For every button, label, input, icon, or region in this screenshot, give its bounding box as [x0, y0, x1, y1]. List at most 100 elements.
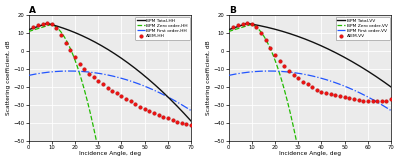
AIEM-HH: [178, 122, 185, 124]
AIEM-HH: [155, 114, 162, 116]
BPM Total-HH: [114, 54, 119, 56]
AIEM-HH: [86, 72, 92, 75]
Text: B: B: [229, 6, 236, 15]
BPM Zero order-VV: [294, 140, 299, 142]
BPM First order-VV: [385, 107, 390, 109]
AIEM-VV: [258, 32, 264, 35]
AIEM-HH: [174, 121, 180, 123]
BPM Total-HH: [160, 90, 164, 92]
AIEM-VV: [276, 60, 283, 62]
BPM First order-VV: [389, 110, 394, 112]
BPM First order-HH: [105, 74, 110, 76]
AIEM-HH: [44, 22, 50, 25]
AIEM-HH: [151, 112, 157, 114]
AIEM-HH: [58, 34, 64, 36]
AIEM-HH: [128, 100, 134, 103]
BPM Zero order-HH: [88, 110, 92, 112]
BPM First order-HH: [189, 110, 194, 112]
BPM Total-HH: [123, 60, 128, 62]
AIEM-VV: [328, 93, 334, 96]
BPM Zero order-HH: [49, 23, 54, 25]
AIEM-HH: [146, 110, 152, 113]
BPM Zero order-VV: [226, 30, 231, 32]
BPM Zero order-HH: [60, 34, 65, 35]
AIEM-HH: [35, 23, 41, 26]
AIEM-VV: [286, 70, 292, 72]
X-axis label: Incidence Angle, deg: Incidence Angle, deg: [79, 151, 141, 156]
AIEM-HH: [183, 123, 190, 125]
BPM Zero order-VV: [260, 34, 265, 35]
AIEM-HH: [39, 23, 46, 25]
AIEM-HH: [81, 68, 88, 70]
AIEM-HH: [165, 117, 171, 120]
BPM Total-HH: [104, 47, 108, 49]
AIEM-HH: [72, 56, 78, 59]
BPM First order-HH: [123, 79, 128, 81]
BPM First order-HH: [67, 70, 72, 72]
BPM Total-HH: [45, 22, 50, 24]
BPM Zero order-VV: [227, 30, 232, 32]
AIEM-HH: [95, 80, 102, 82]
AIEM-HH: [169, 119, 176, 122]
AIEM-VV: [230, 26, 236, 28]
AIEM-VV: [309, 86, 315, 88]
BPM First order-HH: [160, 93, 164, 95]
Legend: BPM Total-VV, BPM Zero order-VV, BPM First order-VV, AIEM-VV: BPM Total-VV, BPM Zero order-VV, BPM Fir…: [336, 17, 390, 40]
BPM Total-VV: [360, 67, 364, 69]
AIEM-VV: [323, 92, 329, 95]
AIEM-VV: [388, 97, 394, 100]
Line: BPM Total-HH: BPM Total-HH: [29, 23, 191, 121]
AIEM-VV: [300, 80, 306, 83]
AIEM-VV: [360, 99, 366, 102]
BPM Total-HH: [189, 120, 194, 122]
BPM Total-VV: [305, 39, 310, 41]
AIEM-HH: [62, 42, 69, 44]
AIEM-HH: [160, 115, 166, 118]
AIEM-VV: [290, 73, 297, 76]
BPM Total-VV: [314, 43, 319, 45]
BPM Zero order-VV: [249, 23, 254, 25]
AIEM-VV: [383, 99, 390, 102]
AIEM-VV: [249, 23, 255, 25]
AIEM-HH: [90, 76, 97, 79]
BPM Total-VV: [304, 39, 308, 40]
AIEM-HH: [67, 49, 74, 52]
AIEM-VV: [369, 100, 376, 103]
Y-axis label: Scattering coefficient, dB: Scattering coefficient, dB: [206, 41, 210, 115]
BPM Total-VV: [323, 47, 328, 49]
AIEM-HH: [53, 27, 60, 29]
BPM First order-VV: [226, 75, 231, 76]
AIEM-HH: [100, 83, 106, 86]
AIEM-HH: [132, 103, 138, 105]
AIEM-HH: [109, 89, 115, 92]
BPM First order-VV: [314, 76, 319, 78]
BPM Total-HH: [185, 116, 190, 118]
AIEM-HH: [118, 95, 125, 97]
BPM Total-VV: [389, 86, 394, 88]
AIEM-VV: [304, 83, 311, 86]
Y-axis label: Scattering coefficient, dB: Scattering coefficient, dB: [6, 41, 10, 115]
BPM Total-HH: [26, 29, 31, 31]
Line: BPM Total-VV: BPM Total-VV: [229, 23, 391, 87]
BPM First order-HH: [104, 74, 108, 76]
BPM Total-VV: [226, 29, 231, 31]
BPM First order-VV: [304, 74, 308, 76]
BPM Zero order-HH: [26, 30, 31, 32]
BPM Zero order-HH: [94, 140, 99, 142]
Line: BPM Zero order-HH: BPM Zero order-HH: [29, 24, 96, 141]
AIEM-HH: [49, 23, 55, 25]
BPM Zero order-HH: [40, 26, 45, 28]
BPM Total-HH: [105, 48, 110, 50]
BPM Zero order-HH: [59, 31, 64, 33]
AIEM-VV: [332, 94, 338, 96]
BPM Total-VV: [385, 83, 390, 85]
AIEM-VV: [239, 23, 246, 25]
AIEM-VV: [235, 23, 241, 26]
BPM First order-HH: [26, 75, 31, 76]
BPM First order-HH: [185, 107, 190, 109]
X-axis label: Incidence Angle, deg: Incidence Angle, deg: [279, 151, 341, 156]
AIEM-VV: [244, 22, 250, 25]
AIEM-VV: [318, 91, 325, 94]
AIEM-HH: [114, 92, 120, 95]
Line: BPM Zero order-VV: BPM Zero order-VV: [229, 24, 296, 141]
